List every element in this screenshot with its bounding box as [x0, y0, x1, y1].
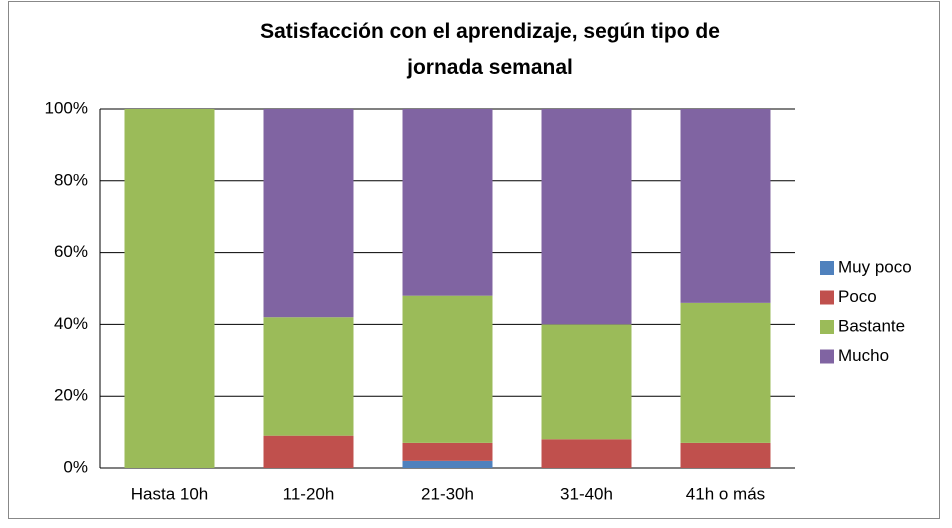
bar-segment — [263, 109, 354, 318]
legend-label: Mucho — [838, 346, 889, 365]
bar-segment — [124, 109, 215, 468]
bar-segment — [541, 439, 632, 468]
x-tick-label: 41h o más — [686, 484, 765, 503]
bar-segment — [402, 295, 493, 443]
bar-segment — [402, 460, 493, 468]
bar-segment — [402, 109, 493, 296]
bar-segment — [680, 442, 771, 468]
legend-swatch — [820, 261, 834, 275]
legend-swatch — [820, 349, 834, 364]
legend-label: Bastante — [838, 316, 905, 335]
bar-segment — [541, 109, 632, 325]
y-tick-label: 80% — [54, 170, 88, 189]
y-tick-label: 20% — [54, 386, 88, 405]
legend-swatch — [820, 320, 834, 334]
chart-title: Satisfacción con el aprendizaje, según t… — [260, 20, 720, 79]
bar-segment — [263, 317, 354, 436]
bar-segment — [541, 324, 632, 440]
bar-segment — [680, 302, 771, 443]
x-tick-label: Hasta 10h — [131, 484, 209, 503]
x-tick-label: 31-40h — [560, 484, 613, 503]
legend-label: Poco — [838, 287, 877, 306]
y-tick-label: 0% — [63, 457, 88, 476]
legend-swatch — [820, 290, 834, 305]
bar-segment — [402, 442, 493, 461]
y-tick-label: 100% — [45, 98, 88, 117]
y-tick-label: 40% — [54, 314, 88, 333]
chart-frame — [8, 1, 940, 519]
legend-label: Muy poco — [838, 257, 912, 276]
y-tick-label: 60% — [54, 242, 88, 261]
x-tick-label: 21-30h — [421, 484, 474, 503]
x-tick-label: 11-20h — [283, 484, 335, 503]
bar-segment — [263, 435, 354, 468]
bar-segment — [680, 109, 771, 303]
